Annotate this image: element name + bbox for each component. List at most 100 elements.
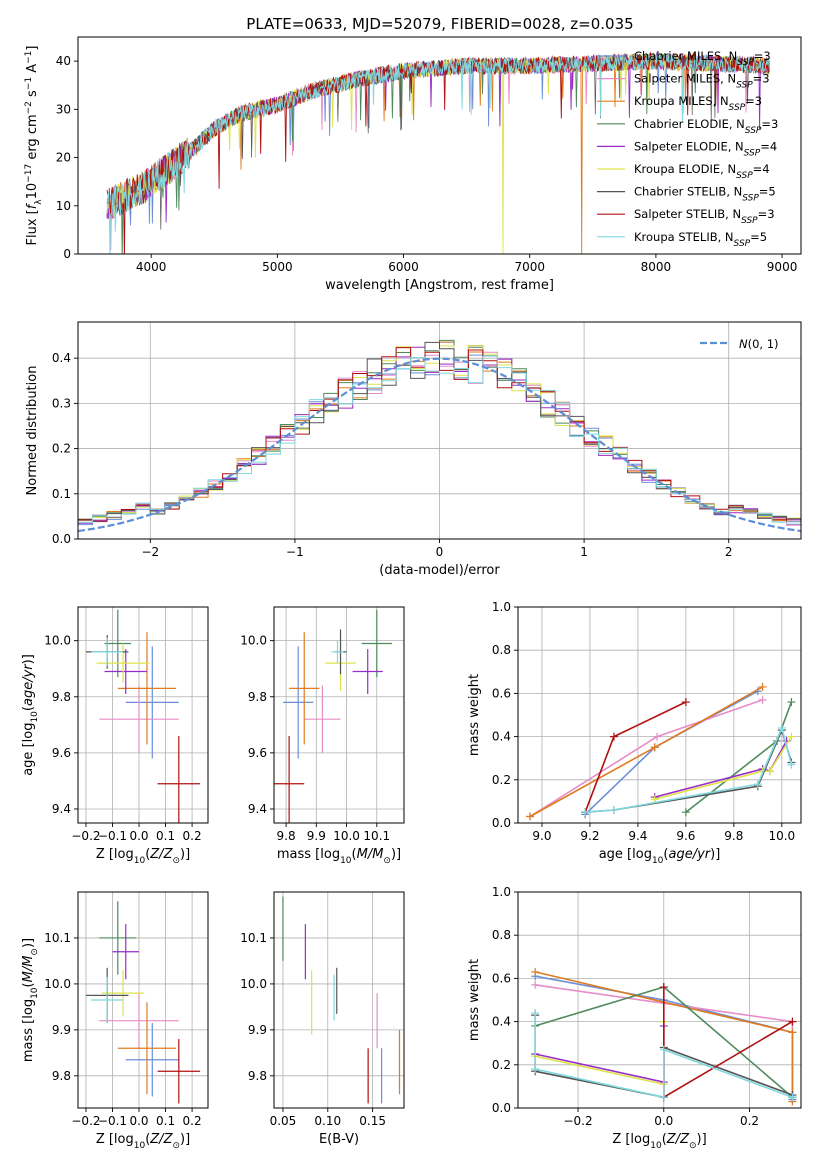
y-tick-label: 0.6 [492, 971, 511, 985]
y-tick-label: 30 [56, 102, 71, 116]
y-tick-label: 10.0 [240, 977, 267, 991]
y-tick-label: 0.6 [492, 686, 511, 700]
spectrum-line [106, 52, 770, 254]
y-tick-label: 0.8 [492, 643, 511, 657]
plot-frame [517, 891, 802, 1109]
x-tick-label: 10.0 [768, 829, 795, 843]
plot-mass-vs-ebv: 0.05 0.10 0.15 9.8 9.9 10.0 10.1 E(B-V) [240, 891, 405, 1147]
x-tick-label: 9.9 [307, 829, 326, 843]
plot-area [85, 901, 201, 1104]
y-tick-label: 9.6 [248, 746, 267, 760]
weight-marker [525, 812, 534, 821]
legend-entry: Salpeter ELODIE, NSSP=4 [634, 139, 777, 158]
x-tick-label: −0.1 [98, 1114, 127, 1128]
weight-marker [787, 732, 796, 741]
x-tick-label: 6000 [388, 260, 419, 274]
y-tick-label: 9.4 [248, 802, 267, 816]
plot-area [525, 682, 796, 821]
y-tick-label: 1.0 [492, 600, 511, 614]
plot-spectrum: 4000 5000 6000 7000 8000 9000 0 10 20 30 40 wavelen… [24, 36, 802, 293]
y-axis-label: mass weight [467, 959, 482, 1041]
x-axis-label: Z [log10(Z/Z⊙)] [96, 1132, 190, 1151]
weight-marker [788, 1028, 797, 1037]
legend-entry: Kroupa STELIB, NSSP=5 [634, 230, 767, 249]
x-tick-label: 2 [725, 545, 733, 559]
x-tick-label: 4000 [136, 260, 167, 274]
y-tick-label: 9.4 [52, 802, 71, 816]
x-tick-label: 0.05 [270, 1114, 297, 1128]
y-axis-label: Flux [fλ10−17 erg cm−2 s−1 A−1] [24, 46, 44, 246]
weight-marker [787, 698, 796, 707]
weight-marker [681, 808, 690, 817]
weight-marker [531, 967, 540, 976]
x-tick-label: 0.0 [129, 1114, 148, 1128]
y-tick-label: 0 [63, 247, 71, 261]
y-tick-label: 10.0 [44, 977, 71, 991]
x-tick-label: −0.2 [71, 1114, 100, 1128]
y-tick-label: 9.8 [52, 690, 71, 704]
x-tick-label: 9.0 [532, 829, 551, 843]
weight-marker [777, 723, 786, 732]
legend-entry: Salpeter STELIB, NSSP=3 [634, 207, 775, 226]
x-axis-label: age [log10(age/yr)] [599, 847, 721, 866]
weight-marker [758, 695, 767, 704]
chart-layer: 4000 5000 6000 7000 8000 9000010203040wavelen… [21, 36, 802, 1151]
weight-marker [609, 806, 618, 815]
plot-area [85, 609, 201, 823]
x-tick-label: 7000 [514, 260, 545, 274]
y-tick-label: 0.4 [52, 351, 71, 365]
y-tick-label: 0.0 [492, 816, 511, 830]
plot-area [106, 51, 770, 254]
y-tick-label: 9.8 [248, 1069, 267, 1083]
weight-marker [581, 808, 590, 817]
x-tick-label: 9.6 [676, 829, 695, 843]
weight-marker [659, 983, 668, 992]
y-tick-label: 9.8 [52, 1069, 71, 1083]
y-tick-label: 10.1 [44, 931, 71, 945]
y-axis-label: mass weight [467, 674, 482, 756]
y-tick-label: 10.1 [240, 931, 267, 945]
figure-title: PLATE=0633, MJD=52079, FIBERID=0028, z=0… [246, 15, 633, 33]
legend-entry: Chabrier ELODIE, NSSP=3 [634, 117, 778, 136]
plot-frame [517, 606, 802, 824]
weight-marker [609, 732, 618, 741]
y-tick-label: 0.8 [492, 928, 511, 942]
x-tick-label: 8000 [641, 260, 672, 274]
legend-entry: Salpeter MILES, NSSP=3 [634, 72, 770, 91]
weight-marker [659, 1093, 668, 1102]
weight-marker [788, 1093, 797, 1102]
plot-weight-vs-Z: −0.2 0.0 0.2 0.0 0.2 0.4 0.6 0.8 1.0 Z [log10(Z/Z… [467, 885, 802, 1151]
y-tick-label: 20 [56, 151, 71, 165]
x-tick-label: 0.0 [654, 1114, 673, 1128]
x-axis-label: E(B-V) [319, 1132, 359, 1147]
legend-entry: Chabrier STELIB, NSSP=5 [634, 185, 776, 204]
x-tick-label: 0.15 [359, 1114, 386, 1128]
plot-weight-vs-age: 9.0 9.2 9.4 9.6 9.8 10.0 0.0 0.2 0.4 0.6 0.8 1.0 age… [467, 600, 802, 866]
weight-marker [765, 767, 774, 776]
x-tick-label: 9.8 [277, 829, 296, 843]
x-tick-label: 10.1 [363, 829, 390, 843]
plot-mass-vs-Z: −0.2−0.1 0.0 0.1 0.2 9.8 9.9 10.0 10.1 Z [log10(… [21, 891, 209, 1151]
y-tick-label: 0.1 [52, 487, 71, 501]
y-tick-label: 0.0 [52, 532, 71, 546]
y-tick-label: 9.6 [52, 746, 71, 760]
y-tick-label: 0.2 [492, 1058, 511, 1072]
y-tick-label: 9.9 [248, 1023, 267, 1037]
weight-marker [788, 1017, 797, 1026]
weight-marker [753, 780, 762, 789]
y-tick-label: 0.0 [492, 1101, 511, 1115]
plot-frame [77, 891, 209, 1109]
legend-entry: Chabrier MILES, NSSP=3 [634, 49, 771, 68]
plot-frame [273, 606, 405, 824]
x-tick-label: 9.8 [724, 829, 743, 843]
plot-area [274, 609, 392, 823]
y-tick-label: 0.4 [492, 730, 511, 744]
x-tick-label: 0.1 [156, 829, 175, 843]
y-tick-label: 40 [56, 54, 71, 68]
y-tick-label: 10 [56, 199, 71, 213]
legend-entry: Kroupa MILES, NSSP=3 [634, 94, 762, 113]
plot-age-vs-Z: −0.2−0.1 0.0 0.1 0.2 9.4 9.6 9.8 10.0 Z [log10(Z… [21, 606, 209, 866]
weight-line [529, 699, 763, 818]
